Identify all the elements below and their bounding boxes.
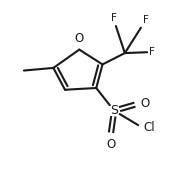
Text: O: O [140, 97, 149, 110]
Text: F: F [143, 15, 148, 25]
Text: O: O [75, 32, 84, 45]
Text: F: F [149, 47, 155, 57]
Text: S: S [110, 104, 118, 117]
Text: F: F [111, 13, 117, 23]
Text: Cl: Cl [144, 121, 155, 134]
Text: O: O [106, 138, 115, 151]
